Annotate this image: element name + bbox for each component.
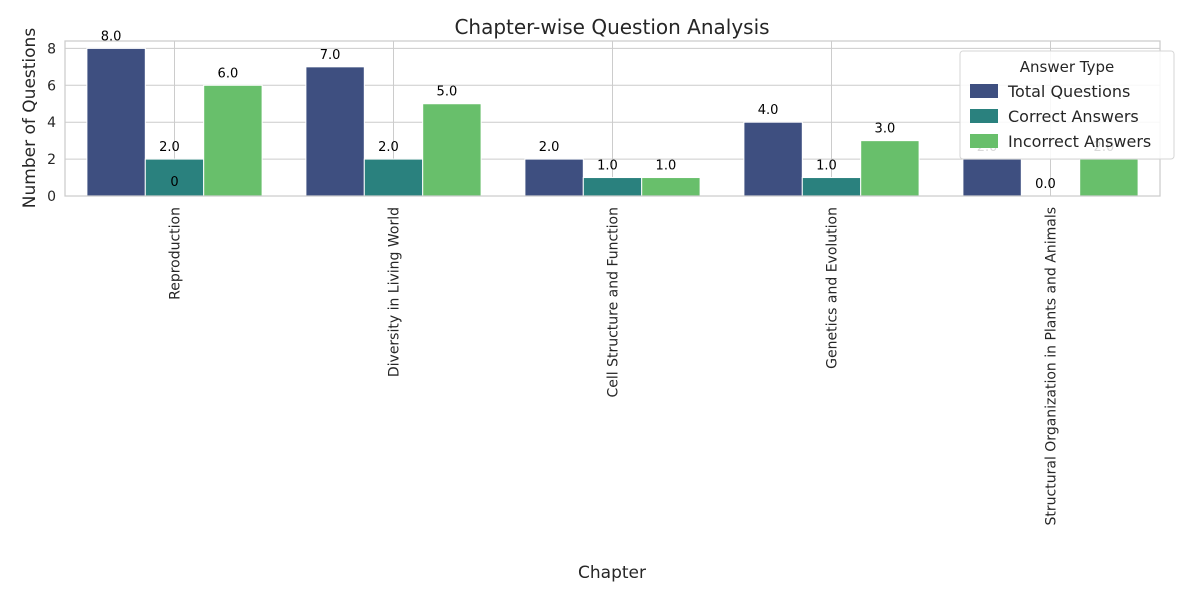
y-tick-label: 8 — [47, 41, 56, 57]
extra-data-label: 0 — [170, 175, 178, 190]
data-label: 1.0 — [656, 159, 677, 174]
bar — [641, 177, 701, 197]
data-label: 2.0 — [539, 140, 560, 155]
bar — [86, 47, 146, 197]
data-label: 3.0 — [875, 122, 896, 137]
y-tick-label: 4 — [47, 115, 56, 131]
legend-swatch — [970, 134, 998, 148]
x-tick-label: Genetics and Evolution — [825, 207, 841, 369]
legend-items: Total Questions Correct Answers Incorrect … — [970, 82, 1151, 151]
y-tick-label: 6 — [47, 78, 56, 94]
bar — [1079, 158, 1139, 197]
y-tick-label: 0 — [47, 189, 56, 205]
legend-label: Correct Answers — [1008, 107, 1139, 126]
bar — [962, 158, 1022, 197]
legend-swatch — [970, 109, 998, 123]
bar — [582, 177, 643, 197]
data-label: 4.0 — [758, 103, 779, 118]
y-tick-label: 2 — [47, 152, 56, 168]
data-label: 1.0 — [816, 159, 837, 174]
data-label: 2.0 — [378, 140, 399, 155]
bar — [144, 158, 205, 197]
bar — [524, 158, 584, 197]
x-axis-ticks: Reproduction Diversity in Living World Cel… — [168, 207, 1060, 525]
bar — [801, 177, 862, 197]
bar — [422, 103, 482, 197]
chart-title: Chapter-wise Question Analysis — [454, 15, 769, 39]
legend-swatch — [970, 84, 998, 98]
data-label: 0.0 — [1035, 177, 1056, 192]
x-tick-label: Structural Organization in Plants and An… — [1044, 207, 1060, 525]
bar — [305, 66, 365, 197]
legend: Answer Type Total Questions Correct Answe… — [959, 50, 1175, 160]
legend-label: Total Questions — [1007, 82, 1130, 101]
x-tick-label: Diversity in Living World — [387, 207, 403, 377]
bar — [860, 140, 920, 197]
data-label: 8.0 — [101, 29, 122, 44]
legend-box — [959, 50, 1175, 160]
bar — [363, 158, 424, 197]
y-axis-label: Number of Questions — [20, 28, 40, 209]
data-label: 5.0 — [437, 85, 458, 100]
data-label: 7.0 — [320, 48, 341, 63]
x-axis-label: Chapter — [578, 563, 646, 583]
legend-label: Incorrect Answers — [1008, 132, 1151, 151]
data-label: 6.0 — [218, 66, 239, 81]
x-tick-label: Cell Structure and Function — [606, 207, 622, 398]
x-tick-label: Reproduction — [168, 207, 184, 300]
data-label: 2.0 — [159, 140, 180, 155]
bar — [743, 121, 803, 197]
y-axis-ticks: 0 2 4 6 8 — [47, 41, 56, 205]
bar — [203, 84, 263, 197]
data-label: 1.0 — [597, 159, 618, 174]
legend-title: Answer Type — [1020, 58, 1114, 76]
